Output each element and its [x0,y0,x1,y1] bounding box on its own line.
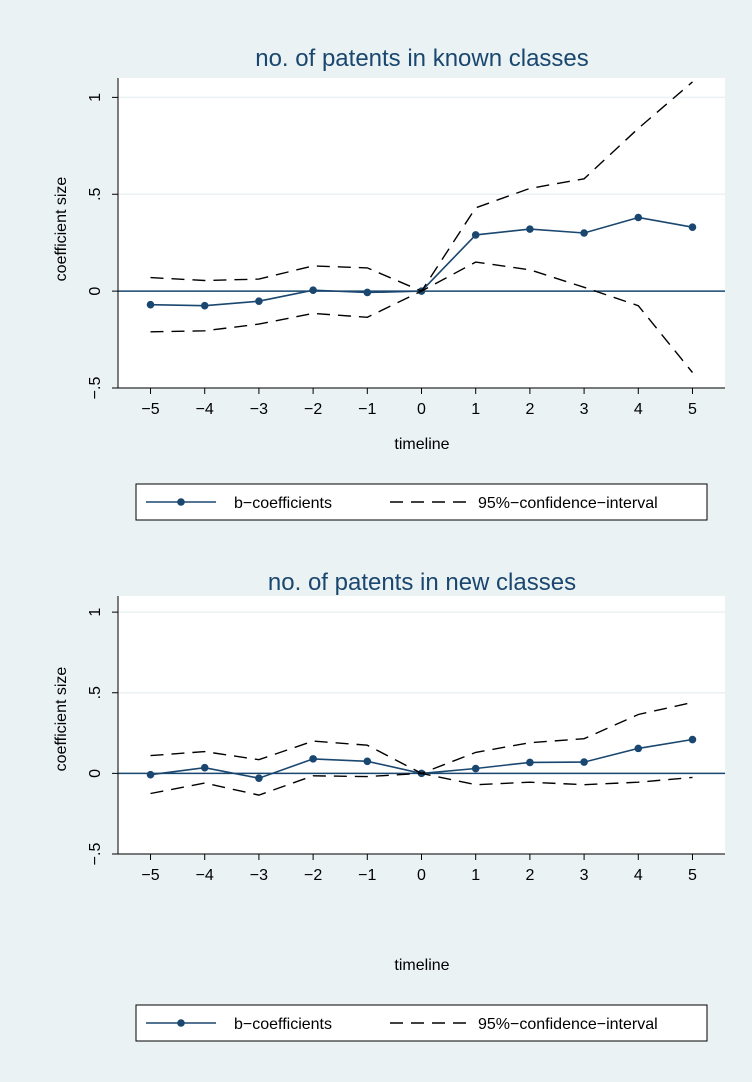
data-point [200,763,209,772]
x-tick-label: 4 [634,867,643,884]
data-point [580,229,588,237]
data-point [471,231,480,239]
x-tick-label: 2 [525,401,534,418]
x-tick-label: 3 [580,867,589,884]
x-axis-title: timeline [394,957,449,974]
data-point [526,758,534,767]
x-tick-label: 3 [580,401,589,418]
x-tick-label: −4 [196,867,214,884]
y-tick-label: 0 [87,287,104,296]
x-tick-label: −4 [196,401,214,418]
series-line-ci-lower [150,772,693,796]
y-axis-title: coefficient size [53,177,70,282]
y-tick-label: 0 [87,769,104,778]
chart-title: no. of patents in known classes [255,45,589,72]
legend-marker-b-coefficients [177,498,185,506]
legend-label-confidence-interval: 95%−confidence−interval [478,1016,658,1033]
data-point [146,300,155,309]
data-point [363,757,372,766]
data-point [200,301,209,310]
legend-marker-b-coefficients [177,1019,185,1027]
x-tick-label: 5 [688,401,697,418]
y-tick-label: −.5 [87,377,104,400]
x-tick-label: 1 [471,401,480,418]
data-point [471,764,480,773]
data-point [688,735,697,744]
legend-label-b-coefficients: b−coefficients [234,1016,332,1033]
data-point [526,225,534,233]
data-point [634,744,643,753]
x-tick-label: −5 [141,401,159,418]
plot-area [118,78,725,388]
y-tick-label: .5 [87,686,104,699]
data-point [688,223,697,231]
series-line-ci-lower [150,261,694,373]
x-tick-label: −2 [304,867,322,884]
x-tick-label: 4 [634,401,643,418]
x-tick-label: 0 [417,401,426,418]
plot-area [118,596,725,854]
x-tick-label: −1 [358,867,376,884]
data-point [309,755,317,763]
y-tick-label: −.5 [87,843,104,866]
data-point [146,770,155,779]
data-point [634,213,643,222]
chart-known-classes: no. of patents in known classes −.5 0 .5 1 −5… [53,45,725,521]
y-tick-label: 1 [87,608,104,617]
data-point [309,286,317,294]
data-point [363,288,372,297]
x-tick-label: 0 [417,867,426,884]
x-tick-label: −3 [250,867,268,884]
data-point [255,297,263,306]
y-axis-title: coefficient size [53,667,70,772]
data-point [580,758,588,766]
y-tick-label: 1 [87,93,104,102]
chart-title: no. of patents in new classes [268,569,576,596]
legend-label-confidence-interval: 95%−confidence−interval [478,495,658,512]
data-point [255,774,263,783]
chart-new-classes: no. of patents in new classes −.5 0 .5 1 −5 −4… [53,569,725,1042]
x-tick-label: −5 [141,867,159,884]
x-tick-label: 2 [525,867,534,884]
x-tick-label: −3 [250,401,268,418]
x-axis-title: timeline [394,436,449,453]
y-tick-label: .5 [87,187,104,200]
x-tick-label: −1 [358,401,376,418]
legend-label-b-coefficients: b−coefficients [234,495,332,512]
x-tick-label: −2 [304,401,322,418]
x-tick-label: 5 [688,867,697,884]
x-tick-label: 1 [471,867,480,884]
